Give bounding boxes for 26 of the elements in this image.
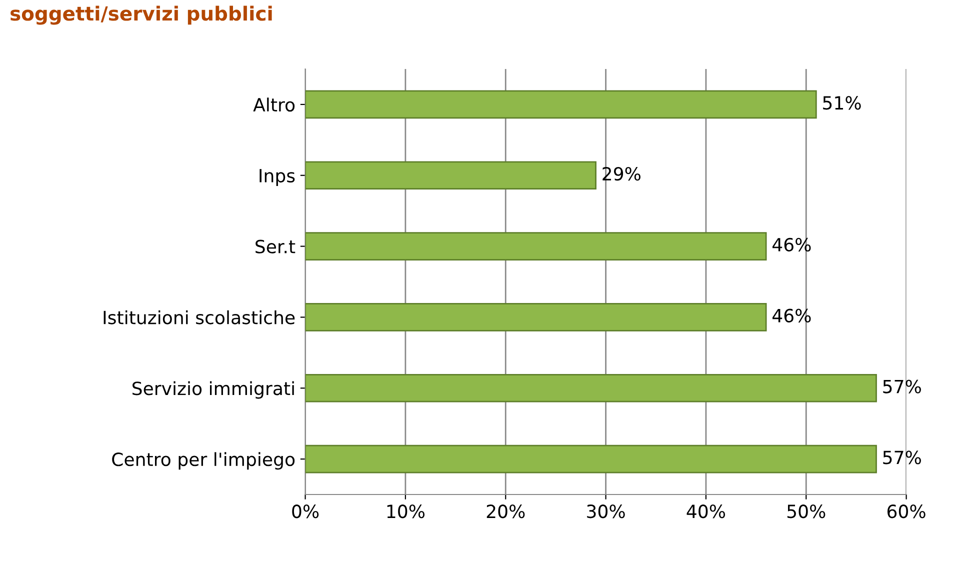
- data-label: 46%: [772, 308, 811, 322]
- data-label: 51%: [823, 96, 861, 110]
- y-tick-label: Inps: [260, 169, 295, 186]
- data-label: 46%: [772, 238, 811, 252]
- y-tick-label: Altro: [253, 98, 295, 112]
- bar: [305, 374, 877, 402]
- y-tick-label: Ser.t: [256, 240, 296, 254]
- y-tick-label: Servizio immigrati: [132, 381, 294, 399]
- bar: [305, 232, 767, 260]
- x-tick-label: 40%: [686, 504, 726, 518]
- y-tick-label: Centro per l'impiego: [112, 452, 295, 470]
- y-tick-label: Istituzioni scolastiche: [104, 310, 295, 324]
- text: soggetti/servizi pubblici: [10, 6, 272, 25]
- bar: [305, 90, 817, 119]
- x-tick-label: 10%: [387, 504, 425, 518]
- bar: [305, 303, 767, 332]
- data-label: 57%: [883, 380, 921, 394]
- data-label: 29%: [602, 166, 640, 181]
- data-label: 57%: [883, 450, 921, 464]
- x-tick-label: 50%: [787, 504, 826, 518]
- x-tick-label: 60%: [887, 504, 926, 518]
- bar: [305, 444, 877, 474]
- bar: [305, 161, 596, 190]
- x-tick-label: 30%: [587, 504, 625, 518]
- x-tick-label: 0%: [292, 504, 319, 518]
- x-tick-label: 20%: [486, 504, 525, 518]
